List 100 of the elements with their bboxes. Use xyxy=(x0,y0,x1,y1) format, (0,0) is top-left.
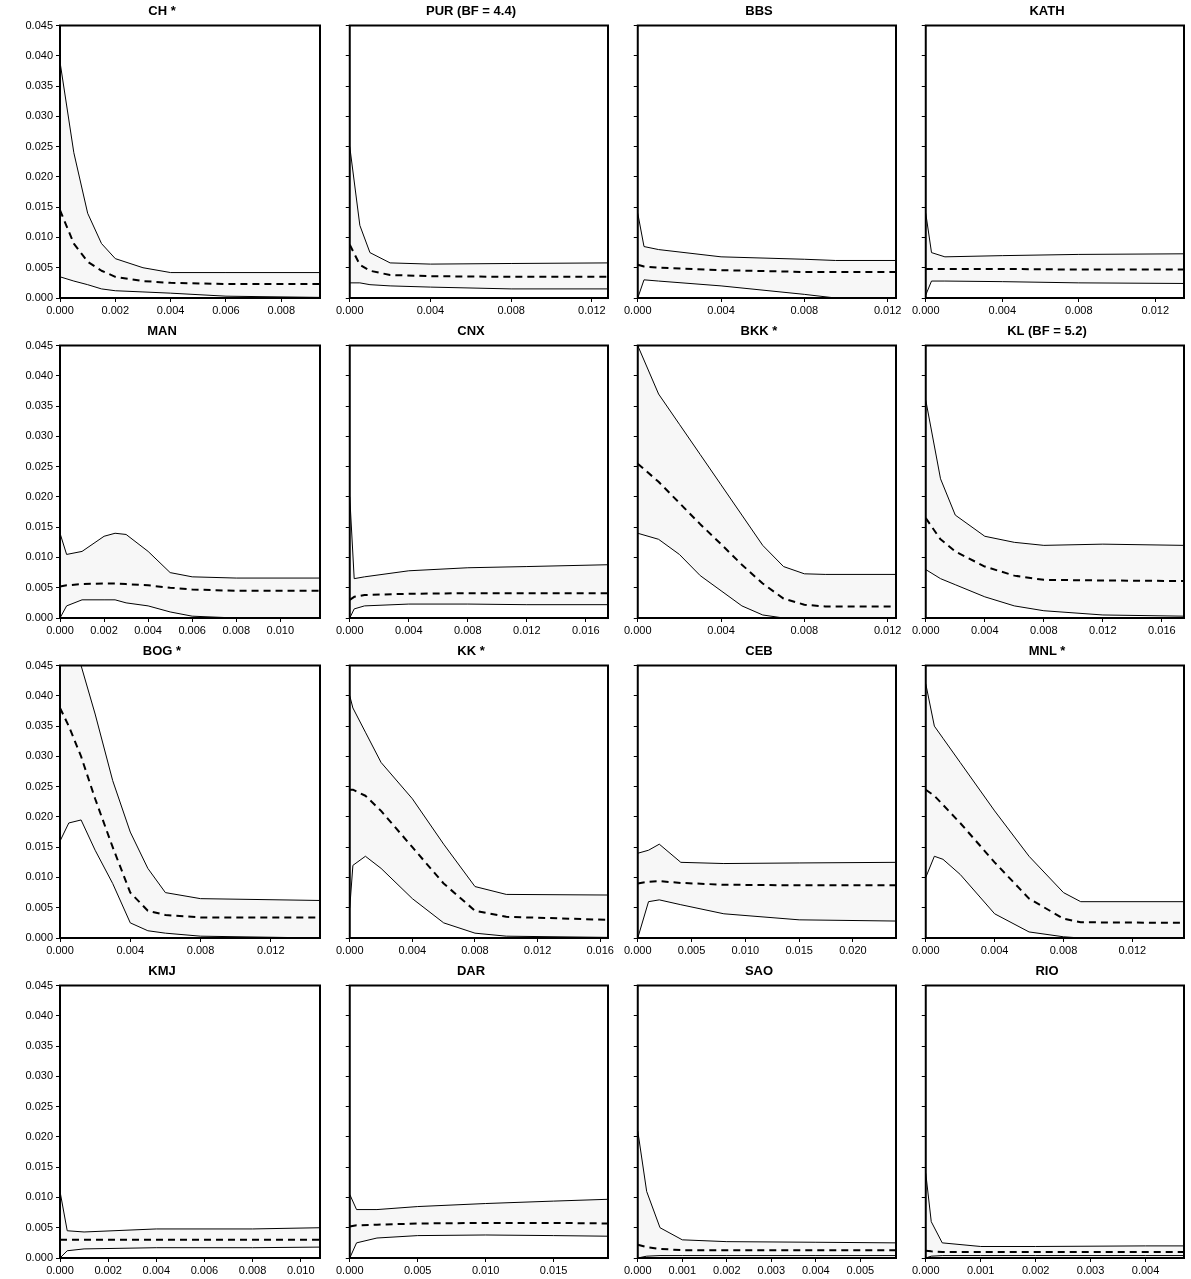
x-tick-label: 0.012 xyxy=(1089,623,1117,636)
x-tick-label: 0.006 xyxy=(212,303,240,316)
y-tick-label: 0.025 xyxy=(25,139,53,152)
x-tick-label: 0.008 xyxy=(1065,303,1093,316)
x-tick-label: 0.012 xyxy=(873,303,902,316)
x-tick-label: 0.010 xyxy=(471,1263,500,1276)
chart-title: SAO xyxy=(744,963,774,979)
x-tick-label: 0.001 xyxy=(966,1263,995,1276)
chart-title: KL (BF = 5.2) xyxy=(1007,323,1087,339)
x-tick-label: 0.004 xyxy=(134,623,162,636)
x-tick-label: 0.000 xyxy=(46,1263,74,1276)
x-tick-label: 0.016 xyxy=(1148,623,1176,636)
y-tick-label: 0.040 xyxy=(25,368,53,381)
x-tick-label: 0.012 xyxy=(523,943,552,956)
x-tick-label: 0.008 xyxy=(497,303,525,316)
x-tick-label: 0.010 xyxy=(286,1263,315,1276)
y-tick-label: 0.035 xyxy=(25,79,53,92)
x-tick-label: 0.015 xyxy=(785,943,813,956)
chart-title: KMJ xyxy=(148,963,176,979)
y-tick-label: 0.040 xyxy=(25,1008,53,1021)
x-tick-label: 0.005 xyxy=(403,1263,432,1276)
chart-title: RIO xyxy=(1035,963,1059,979)
chart-title: DAR xyxy=(456,963,486,979)
x-tick-label: 0.004 xyxy=(156,303,185,316)
x-tick-label: 0.001 xyxy=(668,1263,697,1276)
x-tick-label: 0.012 xyxy=(1141,303,1170,316)
x-tick-label: 0.012 xyxy=(513,623,541,636)
chart-title: KATH xyxy=(1029,3,1065,19)
y-tick-label: 0.005 xyxy=(25,900,53,913)
chart-title: CEB xyxy=(745,643,773,659)
x-tick-label: 0.000 xyxy=(336,943,364,956)
y-tick-label: 0.025 xyxy=(25,779,53,792)
y-tick-label: 0.030 xyxy=(25,109,53,122)
x-tick-label: 0.008 xyxy=(267,303,296,316)
y-tick-label: 0.000 xyxy=(25,291,53,304)
y-tick-label: 0.010 xyxy=(25,870,53,883)
chart-title: PUR (BF = 4.4) xyxy=(426,3,516,19)
x-tick-label: 0.004 xyxy=(988,303,1017,316)
x-tick-label: 0.003 xyxy=(1076,1263,1105,1276)
x-tick-label: 0.002 xyxy=(101,303,130,316)
y-tick-label: 0.015 xyxy=(25,520,53,533)
x-tick-label: 0.008 xyxy=(222,623,251,636)
x-tick-label: 0.008 xyxy=(186,943,215,956)
x-tick-label: 0.004 xyxy=(1131,1263,1160,1276)
x-tick-label: 0.008 xyxy=(1049,943,1078,956)
x-tick-label: 0.000 xyxy=(336,1263,364,1276)
x-tick-label: 0.002 xyxy=(713,1263,741,1276)
x-tick-label: 0.005 xyxy=(846,1263,875,1276)
chart-title: CNX xyxy=(457,323,486,339)
y-tick-label: 0.000 xyxy=(25,611,53,624)
x-tick-label: 0.006 xyxy=(190,1263,219,1276)
chart-title: BOG * xyxy=(142,643,183,659)
x-tick-label: 0.020 xyxy=(839,943,867,956)
x-tick-label: 0.010 xyxy=(266,623,295,636)
y-tick-label: 0.000 xyxy=(25,1251,53,1264)
x-tick-label: 0.004 xyxy=(707,303,735,316)
y-tick-label: 0.045 xyxy=(25,978,53,991)
y-tick-label: 0.035 xyxy=(25,399,53,412)
y-tick-label: 0.045 xyxy=(25,658,53,671)
x-tick-label: 0.012 xyxy=(578,303,606,316)
chart-title: MAN xyxy=(147,323,177,339)
chart-title: BBS xyxy=(745,3,774,19)
x-tick-label: 0.002 xyxy=(90,623,118,636)
x-tick-label: 0.008 xyxy=(790,303,819,316)
x-tick-label: 0.000 xyxy=(624,303,652,316)
y-tick-label: 0.040 xyxy=(25,688,53,701)
y-tick-label: 0.015 xyxy=(25,840,53,853)
x-tick-label: 0.000 xyxy=(624,623,652,636)
x-tick-label: 0.004 xyxy=(398,943,427,956)
x-tick-label: 0.016 xyxy=(572,623,600,636)
y-tick-label: 0.010 xyxy=(25,230,53,243)
y-tick-label: 0.020 xyxy=(25,169,53,182)
y-tick-label: 0.005 xyxy=(25,260,53,273)
y-tick-label: 0.010 xyxy=(25,550,53,563)
y-tick-label: 0.000 xyxy=(25,931,53,944)
y-tick-label: 0.040 xyxy=(25,48,53,61)
x-tick-label: 0.008 xyxy=(238,1263,267,1276)
y-tick-label: 0.020 xyxy=(25,809,53,822)
y-tick-label: 0.010 xyxy=(25,1190,53,1203)
x-tick-label: 0.002 xyxy=(1021,1263,1050,1276)
x-tick-label: 0.002 xyxy=(94,1263,122,1276)
x-tick-label: 0.000 xyxy=(46,943,74,956)
x-tick-label: 0.012 xyxy=(1118,943,1147,956)
x-tick-label: 0.000 xyxy=(624,1263,652,1276)
x-tick-label: 0.012 xyxy=(257,943,285,956)
x-tick-label: 0.008 xyxy=(454,623,482,636)
y-tick-label: 0.020 xyxy=(25,1129,53,1142)
y-tick-label: 0.025 xyxy=(25,459,53,472)
x-tick-label: 0.000 xyxy=(912,623,940,636)
y-tick-label: 0.015 xyxy=(25,200,53,213)
x-tick-label: 0.015 xyxy=(539,1263,568,1276)
chart-title: KK * xyxy=(457,643,486,659)
y-tick-label: 0.030 xyxy=(25,1069,53,1082)
y-tick-label: 0.025 xyxy=(25,1099,53,1112)
x-tick-label: 0.004 xyxy=(980,943,1009,956)
y-tick-label: 0.005 xyxy=(25,580,53,593)
y-tick-label: 0.030 xyxy=(25,429,53,442)
y-tick-label: 0.045 xyxy=(25,338,53,351)
x-tick-label: 0.008 xyxy=(1030,623,1058,636)
y-tick-label: 0.030 xyxy=(25,749,53,762)
